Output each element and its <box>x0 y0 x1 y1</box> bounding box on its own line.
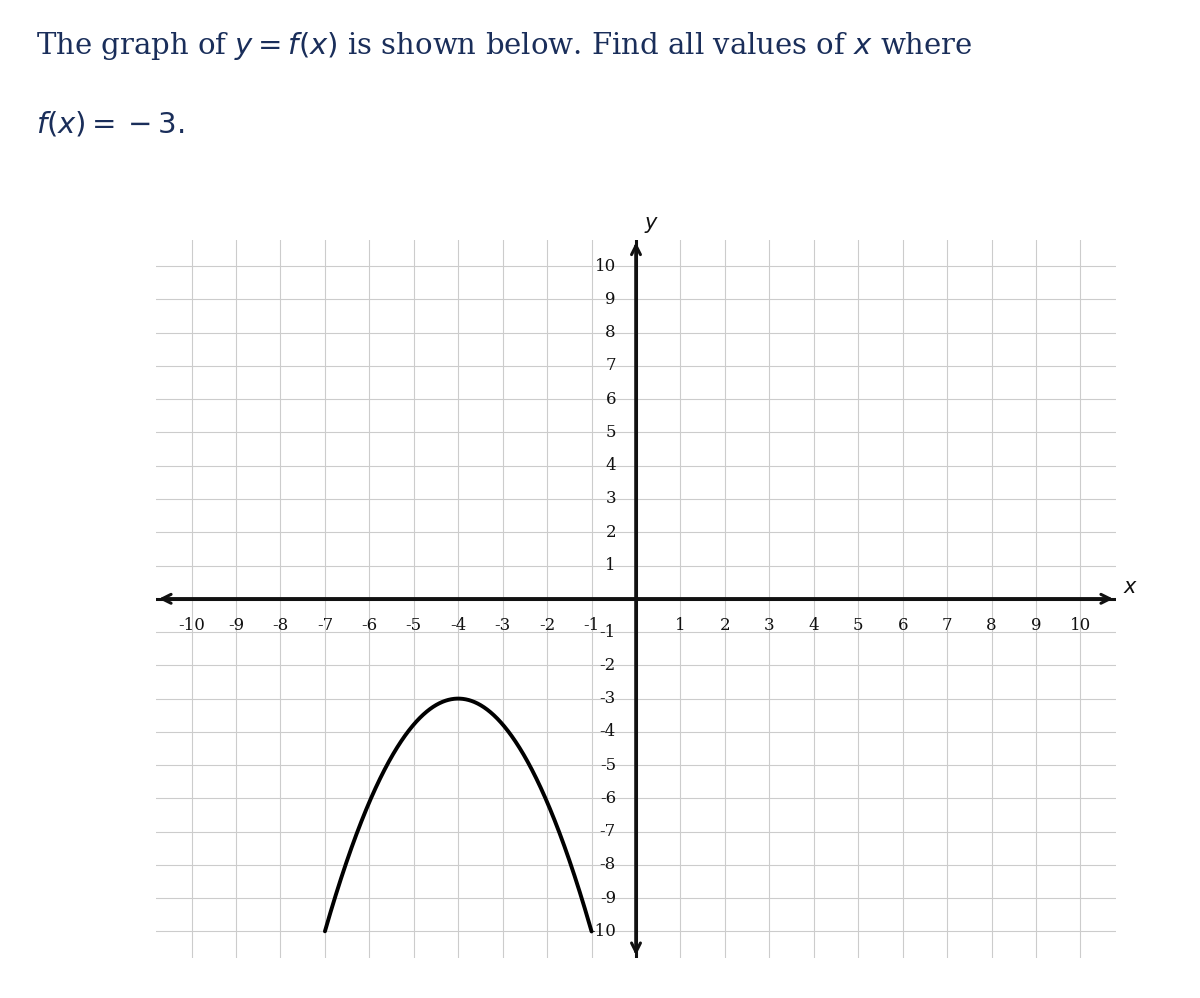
Text: 1: 1 <box>676 617 685 634</box>
Text: 6: 6 <box>606 390 616 408</box>
Text: The graph of $y = f(x)$ is shown below. Find all values of $x$ where: The graph of $y = f(x)$ is shown below. … <box>36 30 973 62</box>
Text: 2: 2 <box>605 524 616 541</box>
Text: -2: -2 <box>539 617 556 634</box>
Text: 7: 7 <box>605 357 616 374</box>
Text: 8: 8 <box>986 617 997 634</box>
Text: -7: -7 <box>317 617 334 634</box>
Text: 5: 5 <box>606 424 616 441</box>
Text: -7: -7 <box>600 823 616 840</box>
Text: -2: -2 <box>600 657 616 674</box>
Text: 7: 7 <box>942 617 953 634</box>
Text: -3: -3 <box>600 690 616 708</box>
Text: $f(x) = -3.$: $f(x) = -3.$ <box>36 110 185 139</box>
Text: 3: 3 <box>764 617 775 634</box>
Text: -1: -1 <box>583 617 600 634</box>
Text: -6: -6 <box>361 617 377 634</box>
Text: -1: -1 <box>600 624 616 641</box>
Text: $y$: $y$ <box>644 215 659 235</box>
Text: -9: -9 <box>228 617 244 634</box>
Text: 5: 5 <box>853 617 864 634</box>
Text: -4: -4 <box>450 617 467 634</box>
Text: -8: -8 <box>272 617 288 634</box>
Text: 9: 9 <box>606 290 616 308</box>
Text: 1: 1 <box>605 557 616 574</box>
Text: -5: -5 <box>406 617 422 634</box>
Text: 3: 3 <box>605 490 616 508</box>
Text: -10: -10 <box>178 617 205 634</box>
Text: $x$: $x$ <box>1123 577 1138 597</box>
Text: 10: 10 <box>595 257 616 274</box>
Text: 9: 9 <box>1031 617 1042 634</box>
Text: 4: 4 <box>809 617 820 634</box>
Text: -6: -6 <box>600 789 616 807</box>
Text: 4: 4 <box>605 457 616 474</box>
Text: 6: 6 <box>898 617 908 634</box>
Text: -8: -8 <box>600 856 616 873</box>
Text: -9: -9 <box>600 889 616 907</box>
Text: 8: 8 <box>605 324 616 341</box>
Text: -10: -10 <box>589 923 616 940</box>
Text: -3: -3 <box>494 617 511 634</box>
Text: -5: -5 <box>600 756 616 773</box>
Text: 10: 10 <box>1070 617 1091 634</box>
Text: 2: 2 <box>720 617 731 634</box>
Text: -4: -4 <box>600 724 616 741</box>
